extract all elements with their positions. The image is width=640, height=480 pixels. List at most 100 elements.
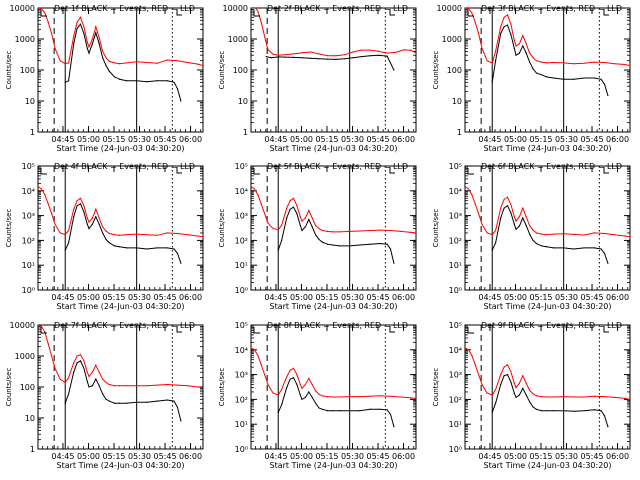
data-point-lld xyxy=(289,200,291,202)
data-point-lld xyxy=(166,59,168,61)
data-point-lld xyxy=(253,188,255,190)
data-point-lld xyxy=(264,213,266,215)
data-point-lld xyxy=(79,16,82,18)
corner-bracket-icon xyxy=(603,9,609,16)
data-point-events xyxy=(378,54,380,56)
data-point-lld xyxy=(284,54,286,56)
data-point-lld xyxy=(535,60,538,62)
x-axis-label: Start Time (24-Jun-03 04:30:20) xyxy=(57,461,185,470)
data-point-lld xyxy=(54,367,56,369)
x-tick-label: 04:45 xyxy=(264,135,287,144)
data-point-events xyxy=(73,371,75,373)
chart-panel-det-2: 1 10 100 1000 10000 04:45 05:00 05:15 05:30 05:45… xyxy=(218,4,417,153)
y-tick-label: 10³ xyxy=(235,371,248,380)
series-line-lld xyxy=(465,185,630,238)
data-point-events xyxy=(386,55,388,57)
x-tick-label: 04:45 xyxy=(264,293,287,302)
y-tick-label: 10⁰ xyxy=(235,445,248,454)
data-point-lld xyxy=(525,43,527,45)
data-point-events xyxy=(88,228,90,230)
y-axis-label: Counts/sec xyxy=(218,368,226,407)
data-point-events xyxy=(88,52,90,54)
y-tick-label: 10² xyxy=(235,395,248,404)
data-point-events xyxy=(510,33,512,36)
data-point-lld xyxy=(257,10,259,12)
x-tick-label: 05:00 xyxy=(504,452,527,461)
data-point-lld xyxy=(304,217,306,219)
data-point-lld xyxy=(64,63,66,65)
data-point-events xyxy=(289,378,291,380)
data-point-events xyxy=(386,409,388,411)
y-axis-label: Counts/sec xyxy=(432,209,440,248)
data-point-events xyxy=(593,409,595,411)
x-tick-label: 05:30 xyxy=(128,452,151,461)
data-point-events xyxy=(349,245,351,247)
data-point-lld xyxy=(119,385,121,387)
data-point-events xyxy=(318,58,320,60)
x-tick-label: 05:15 xyxy=(315,293,338,302)
data-point-lld xyxy=(415,232,416,234)
y-tick-label: 1 xyxy=(30,128,35,137)
data-point-events xyxy=(83,367,85,369)
data-point-lld xyxy=(51,213,53,215)
data-point-events xyxy=(513,223,515,225)
x-tick-label: 04:45 xyxy=(51,452,74,461)
data-point-lld xyxy=(119,234,121,236)
data-point-lld xyxy=(515,387,517,389)
data-point-events xyxy=(552,410,555,412)
x-axis-label: Start Time (24-Jun-03 04:30:20) xyxy=(484,461,612,470)
series-line-events xyxy=(491,204,609,264)
data-point-lld xyxy=(105,57,107,59)
data-point-lld xyxy=(522,375,524,377)
data-point-events xyxy=(108,70,110,72)
data-point-events xyxy=(379,408,381,410)
data-point-lld xyxy=(86,371,88,373)
data-point-lld xyxy=(321,395,323,397)
y-tick-label: 10⁰ xyxy=(449,445,462,454)
data-point-lld xyxy=(563,396,565,398)
data-point-lld xyxy=(136,61,138,63)
data-point-lld xyxy=(264,374,266,376)
data-point-lld xyxy=(389,229,392,232)
data-point-events xyxy=(304,396,306,398)
x-axis-label: Start Time (24-Jun-03 04:30:20) xyxy=(270,461,398,470)
data-point-events xyxy=(308,218,310,220)
y-tick-label: 10000 xyxy=(223,4,248,13)
data-point-lld xyxy=(79,197,82,199)
data-point-lld xyxy=(386,52,388,54)
data-point-lld xyxy=(352,51,354,53)
data-point-lld xyxy=(522,34,524,37)
data-point-events xyxy=(304,226,306,228)
data-point-lld xyxy=(510,371,512,373)
data-point-lld xyxy=(495,229,497,232)
data-point-lld xyxy=(546,62,548,64)
data-point-events xyxy=(68,393,70,395)
data-point-events xyxy=(301,229,303,232)
data-point-events xyxy=(125,402,128,404)
data-point-lld xyxy=(54,47,56,49)
data-point-events xyxy=(540,410,543,412)
y-tick-label: 10⁴ xyxy=(235,187,248,196)
series-line-events xyxy=(64,360,182,422)
data-point-events xyxy=(301,57,303,59)
data-point-lld xyxy=(59,232,61,234)
data-point-lld xyxy=(474,364,476,366)
data-point-lld xyxy=(563,62,565,64)
data-point-events xyxy=(98,223,100,225)
data-point-lld xyxy=(513,382,515,384)
y-tick-label: 10⁵ xyxy=(449,162,462,171)
data-point-lld xyxy=(108,60,110,63)
data-point-events xyxy=(593,247,595,249)
data-point-events xyxy=(108,400,110,402)
data-point-events xyxy=(603,252,606,254)
data-point-lld xyxy=(272,392,274,394)
y-tick-label: 10³ xyxy=(449,371,462,380)
data-point-lld xyxy=(38,185,39,187)
data-point-lld xyxy=(369,395,371,397)
data-point-events xyxy=(491,249,493,251)
data-point-lld xyxy=(187,61,189,64)
data-point-lld xyxy=(102,50,104,52)
data-point-lld xyxy=(44,194,46,196)
data-point-events xyxy=(600,248,602,250)
x-tick-label: 05:30 xyxy=(555,135,578,144)
